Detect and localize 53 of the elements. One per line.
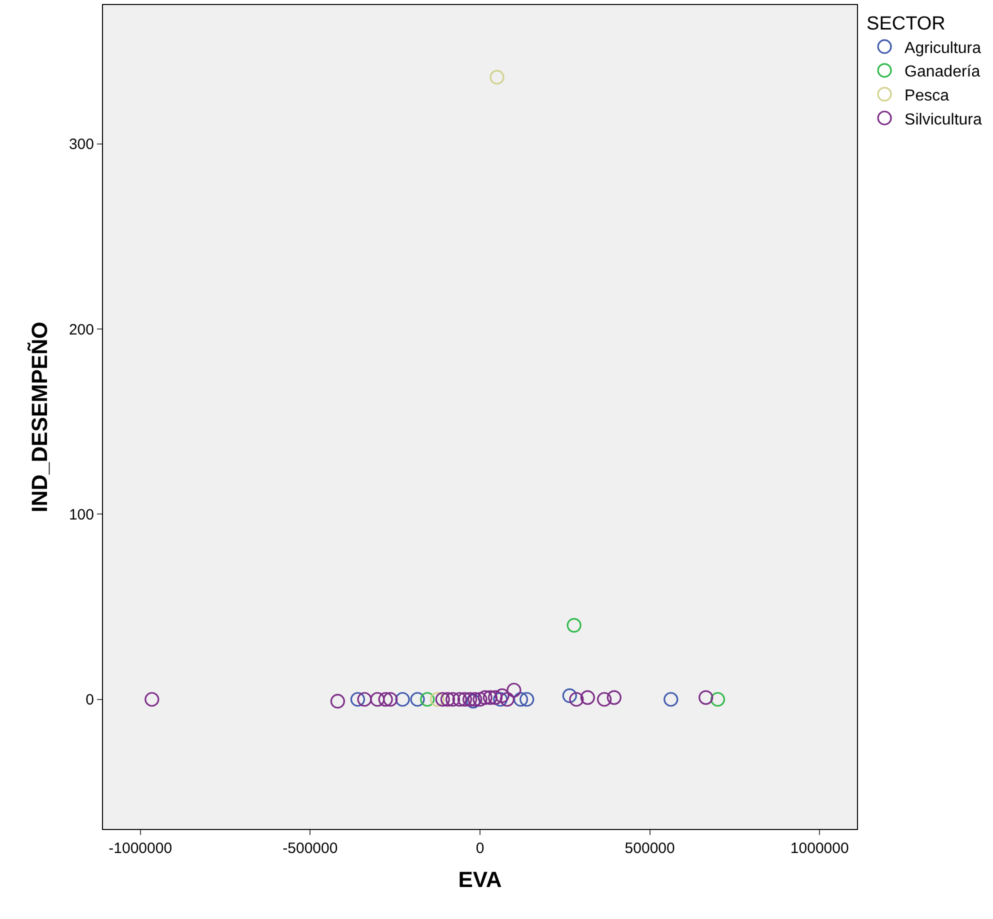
point — [664, 692, 678, 707]
point — [410, 692, 425, 707]
point — [457, 692, 472, 707]
x-tick-label: 0 — [476, 840, 484, 857]
point — [606, 690, 622, 705]
point — [597, 692, 612, 707]
point — [440, 692, 456, 707]
y-tick-label: 300 — [68, 136, 94, 154]
legend-label: Agricultura — [904, 40, 982, 57]
x-axis-title: EVA — [458, 866, 502, 892]
point — [446, 692, 460, 707]
point — [395, 692, 410, 707]
point — [506, 682, 522, 698]
point — [330, 694, 345, 709]
point — [383, 692, 398, 707]
legend-title: SECTOR — [866, 14, 946, 35]
x-tick-label: -1000000 — [108, 840, 172, 857]
x-tick-label: 500000 — [624, 840, 675, 857]
point — [357, 692, 372, 707]
point — [370, 692, 385, 707]
y-tick-label: 0 — [86, 692, 94, 709]
point — [378, 692, 393, 707]
point — [478, 690, 492, 705]
point — [462, 692, 478, 707]
point — [482, 690, 498, 705]
y-axis-title: IND_DESEMPEÑO — [26, 322, 52, 512]
point — [710, 692, 726, 707]
point — [420, 692, 435, 707]
point — [566, 618, 582, 633]
point — [500, 692, 514, 707]
point — [580, 690, 595, 705]
point — [698, 690, 714, 705]
point — [488, 690, 503, 705]
point — [562, 688, 577, 703]
point — [493, 692, 508, 707]
point — [435, 692, 450, 707]
point — [472, 692, 488, 707]
point — [144, 692, 160, 707]
x-tick-label: 1000000 — [790, 840, 849, 857]
point — [490, 70, 504, 85]
point — [513, 692, 528, 707]
legend-label: Silvicultura — [904, 111, 982, 128]
legend-label: Pesca — [904, 87, 950, 104]
y-tick-label: 200 — [68, 321, 94, 338]
point — [494, 688, 510, 703]
point — [452, 692, 467, 707]
legend-label: Ganadería — [904, 64, 980, 81]
y-tick-label: 100 — [68, 506, 94, 524]
point — [350, 692, 366, 707]
point — [520, 692, 534, 707]
point — [430, 692, 445, 707]
point — [569, 692, 584, 707]
x-tick-label: -500000 — [282, 840, 338, 857]
